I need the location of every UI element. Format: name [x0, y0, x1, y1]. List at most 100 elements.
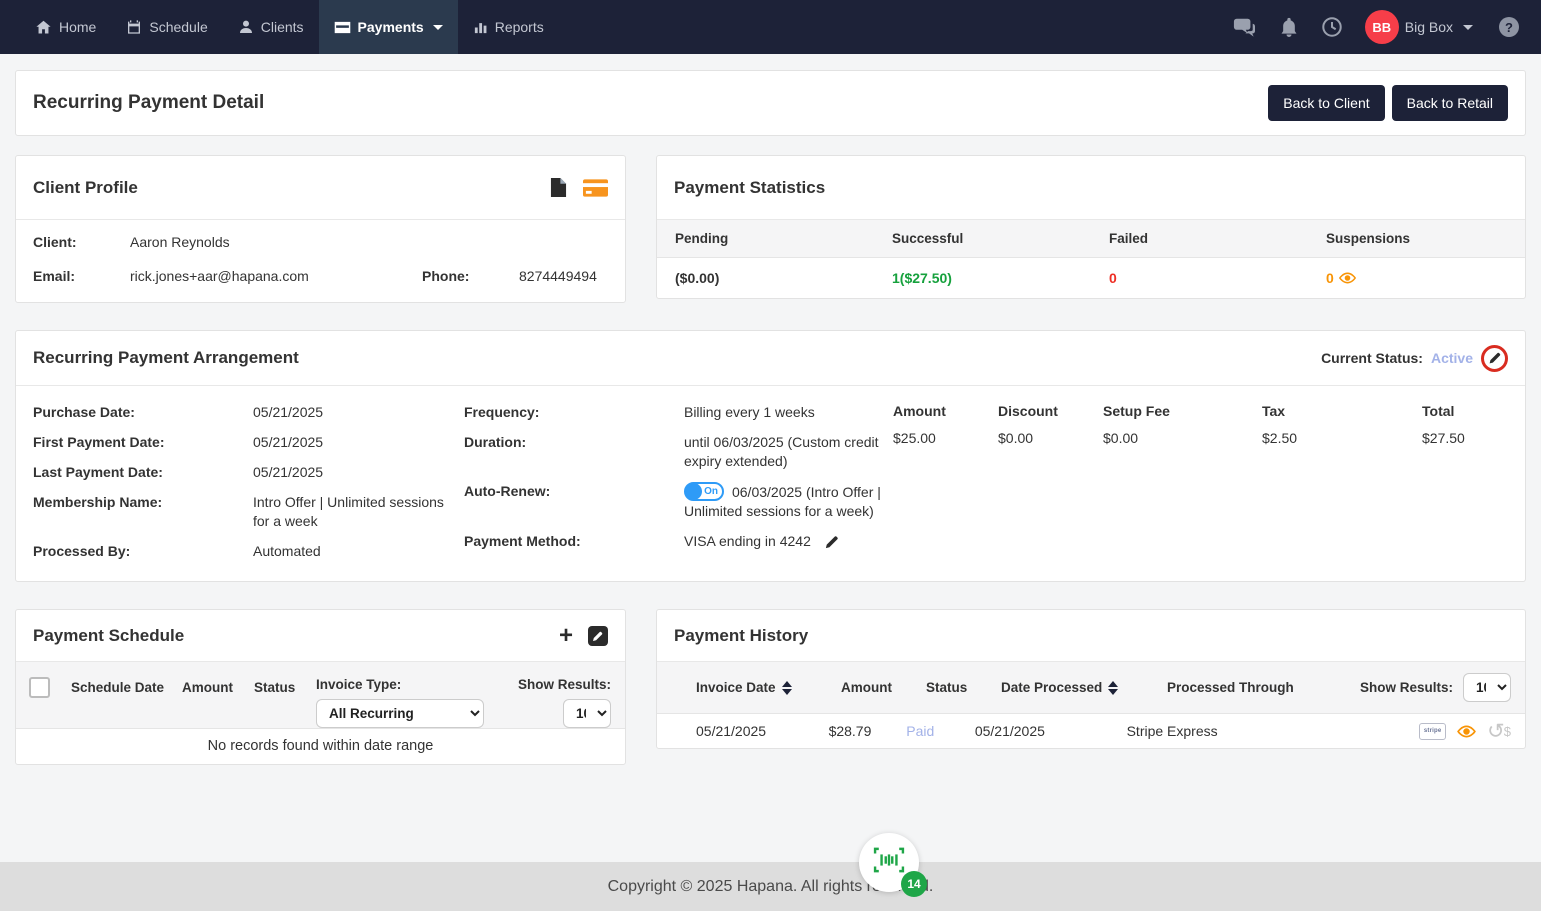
payment-statistics-title: Payment Statistics: [674, 177, 826, 197]
top-navbar: Home Schedule Clients Payments Reports B…: [0, 0, 1541, 54]
current-status-label: Current Status:: [1321, 350, 1423, 366]
notifications-bell-icon[interactable]: [1279, 16, 1321, 38]
email-value: rick.jones+aar@hapana.com: [130, 268, 309, 284]
nav-item-schedule[interactable]: Schedule: [111, 0, 222, 54]
nav-item-label: Home: [59, 19, 97, 35]
phone-value: 8274449494: [519, 268, 597, 284]
page-title: Recurring Payment Detail: [33, 92, 265, 113]
nav-item-clients[interactable]: Clients: [223, 0, 319, 54]
back-to-client-button[interactable]: Back to Client: [1268, 85, 1385, 121]
arrangement-middle-column: Frequency: Billing every 1 weeks Duration…: [464, 403, 893, 561]
sort-invoice-date-icon[interactable]: [781, 680, 792, 695]
phone-label: Phone:: [422, 268, 470, 284]
payment-schedule-filter-row: Schedule Date Amount Status Invoice Type…: [16, 662, 625, 729]
statistics-column-headers: Pending Successful Failed Suspensions: [657, 220, 1525, 258]
client-payment-card-icon[interactable]: [583, 178, 608, 197]
history-show-results: Show Results: 10: [1360, 673, 1511, 702]
select-all-checkbox[interactable]: [29, 677, 50, 698]
recurring-payment-arrangement-card: Recurring Payment Arrangement Current St…: [15, 330, 1526, 582]
row-status-link[interactable]: Paid: [906, 723, 935, 739]
edit-status-button[interactable]: [1481, 344, 1508, 372]
last-payment-date-label: Last Payment Date:: [33, 464, 163, 480]
client-profile-body: Client: Aaron Reynolds Email: rick.jones…: [16, 220, 625, 302]
payment-history-row: 05/21/2025 $28.79 Paid 05/21/2025 Stripe…: [657, 714, 1525, 748]
arrangement-left-column: Purchase Date: 05/21/2025 First Payment D…: [33, 403, 464, 561]
row-processed-through: Stripe Express: [1126, 723, 1218, 739]
account-menu[interactable]: Big Box: [1399, 19, 1499, 35]
help-icon[interactable]: ?: [1499, 17, 1519, 37]
refund-icon[interactable]: ↺ $: [1487, 721, 1511, 742]
payment-schedule-card: Payment Schedule + Schedule Date Amount …: [15, 609, 626, 765]
edit-payment-method-button[interactable]: [825, 536, 839, 552]
current-status: Current Status: Active: [1321, 344, 1508, 372]
auto-renew-value-wrap: On 06/03/2025 (Intro Offer | Unlimited s…: [683, 482, 889, 521]
footer: Copyright © 2025 Hapana. All rights rese…: [0, 862, 1541, 911]
payment-method-value: VISA ending in 4242: [683, 533, 811, 549]
refund-arrow-glyph: ↺: [1487, 719, 1505, 743]
client-profile-card: Client Profile Client: Aaron Reynolds Em…: [15, 155, 626, 303]
client-row: Client: Aaron Reynolds: [33, 234, 608, 250]
toggle-knob: [684, 483, 702, 500]
nav-item-reports[interactable]: Reports: [458, 0, 559, 54]
discount-header: Discount: [998, 403, 1058, 419]
auto-renew-label: Auto-Renew:: [463, 483, 551, 499]
client-label: Client:: [33, 234, 77, 250]
stat-header-suspensions: Suspensions: [1326, 231, 1411, 246]
title-actions: Back to Client Back to Retail: [1268, 85, 1508, 121]
view-payment-eye-icon[interactable]: [1457, 725, 1477, 738]
nav-item-payments[interactable]: Payments: [318, 0, 458, 54]
amount-header: Amount: [893, 403, 946, 419]
avatar[interactable]: BB: [1364, 10, 1399, 44]
membership-name-label: Membership Name:: [33, 494, 163, 510]
edit-schedule-icon[interactable]: [588, 625, 608, 646]
payment-history-column-headers: Invoice Date Amount Status Date Processe…: [657, 662, 1525, 714]
payment-schedule-header: Payment Schedule +: [16, 610, 625, 662]
history-status-header: Status: [926, 680, 968, 695]
stripe-receipt-icon[interactable]: stripe: [1419, 722, 1447, 740]
chevron-down-icon: [1463, 24, 1473, 30]
arrangement-pricing-columns: Amount $25.00 Discount $0.00 Setup Fee $0.0…: [893, 403, 1508, 561]
navbar-right: BB Big Box ?: [1231, 0, 1541, 54]
view-suspensions-eye-icon[interactable]: [1338, 272, 1356, 284]
total-value: $27.50: [1422, 430, 1465, 446]
person-icon: [238, 19, 254, 35]
invoice-type-filter: Invoice Type: All Recurring: [316, 677, 484, 728]
membership-name-value: Intro Offer | Unlimited sessions for a w…: [253, 494, 444, 529]
history-clock-icon[interactable]: [1321, 16, 1365, 38]
nav-item-label: Clients: [260, 19, 304, 35]
stat-value-successful: 1($27.50): [892, 270, 952, 286]
row-date-processed: 05/21/2025: [974, 723, 1045, 739]
sort-date-processed-icon[interactable]: [1108, 680, 1119, 695]
nav-item-label: Schedule: [149, 19, 208, 35]
auto-renew-toggle[interactable]: On: [683, 482, 724, 501]
total-header: Total: [1422, 403, 1455, 419]
messages-icon[interactable]: [1231, 16, 1279, 38]
pencil-icon: [1489, 352, 1501, 363]
payment-history-title: Payment History: [674, 625, 809, 645]
show-results-select[interactable]: 10: [563, 699, 611, 728]
scanner-floating-button[interactable]: 14: [859, 833, 927, 897]
show-results-label: Show Results:: [517, 677, 611, 692]
discount-value: $0.00: [998, 430, 1034, 446]
add-schedule-plus-icon[interactable]: +: [558, 621, 573, 649]
payment-method-label: Payment Method:: [463, 533, 581, 549]
history-show-results-select[interactable]: 10: [1463, 673, 1511, 702]
frequency-value: Billing every 1 weeks: [683, 404, 815, 420]
client-profile-header: Client Profile: [16, 156, 625, 220]
client-notes-file-icon[interactable]: [550, 177, 567, 198]
tax-value: $2.50: [1262, 430, 1298, 446]
email-label: Email:: [33, 268, 76, 284]
stat-value-pending: ($0.00): [675, 270, 720, 286]
nav-item-home[interactable]: Home: [20, 0, 111, 54]
processed-by-label: Processed By:: [33, 543, 131, 559]
back-to-retail-button[interactable]: Back to Retail: [1391, 85, 1508, 121]
current-status-value: Active: [1430, 350, 1473, 366]
statistics-values: ($0.00) 1($27.50) 0 0: [657, 258, 1525, 298]
stat-header-pending: Pending: [675, 231, 729, 246]
bar-chart-icon: [473, 20, 488, 35]
row-amount: $28.79: [828, 723, 872, 739]
invoice-type-select[interactable]: All Recurring: [316, 699, 484, 728]
payment-history-header: Payment History: [657, 610, 1525, 662]
invoice-type-label: Invoice Type:: [316, 677, 402, 692]
stat-header-successful: Successful: [892, 231, 964, 246]
